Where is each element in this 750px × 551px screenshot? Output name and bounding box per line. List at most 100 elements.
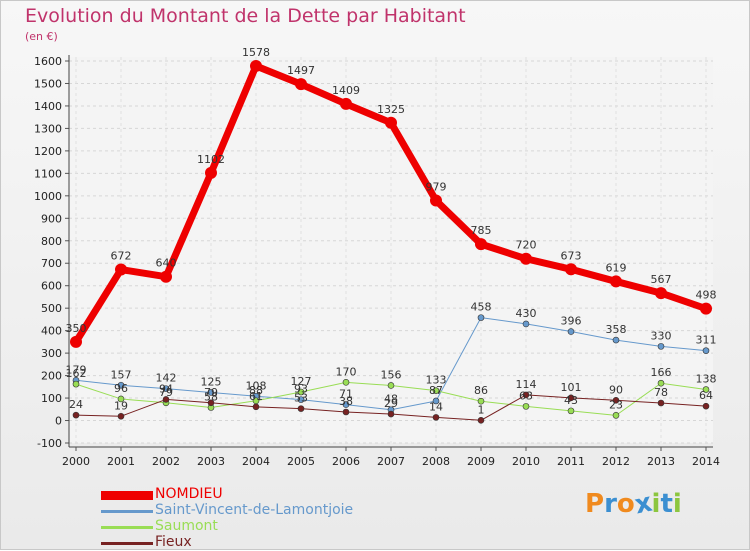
data-point — [340, 97, 352, 110]
data-label: 90 — [609, 383, 623, 396]
data-label: 38 — [339, 395, 353, 408]
data-label: 498 — [696, 289, 717, 302]
data-label: 79 — [159, 386, 173, 399]
data-point — [567, 407, 575, 415]
data-point — [252, 403, 260, 411]
y-tick-label: 700 — [41, 257, 62, 270]
legend-swatch — [101, 509, 153, 513]
data-label: 94 — [159, 382, 173, 395]
data-point — [297, 388, 305, 396]
data-label: 14 — [429, 400, 443, 413]
data-point — [342, 408, 350, 416]
data-point — [702, 347, 710, 354]
data-point — [477, 397, 485, 405]
data-label: 1 — [478, 403, 485, 416]
data-label: 23 — [609, 398, 623, 411]
y-tick-label: 1600 — [34, 55, 62, 68]
x-tick-label: 2012 — [602, 455, 630, 468]
data-label: 350 — [66, 322, 87, 335]
data-label: 101 — [561, 381, 582, 394]
data-point — [522, 403, 530, 410]
data-point — [387, 382, 395, 389]
data-point — [70, 335, 82, 348]
data-label: 979 — [426, 181, 447, 194]
data-point — [657, 343, 665, 350]
data-label: 619 — [606, 261, 627, 274]
y-tick-label: 1000 — [34, 190, 62, 203]
y-tick-label: 300 — [41, 347, 62, 360]
x-tick-label: 2008 — [422, 455, 450, 468]
y-tick-label: 100 — [41, 392, 62, 405]
chart-title: Evolution du Montant de la Dette par Hab… — [25, 5, 466, 27]
x-tick-label: 2005 — [287, 455, 315, 468]
data-point — [475, 238, 487, 251]
y-tick-label: 1200 — [34, 145, 62, 158]
x-tick-label: 2001 — [107, 455, 135, 468]
y-tick-label: 0 — [55, 415, 62, 428]
data-label: 720 — [516, 239, 537, 252]
data-point — [657, 399, 665, 407]
data-label: 142 — [156, 372, 177, 385]
data-label: 125 — [201, 375, 222, 388]
legend-swatch — [101, 490, 153, 500]
data-label: 179 — [66, 363, 87, 376]
data-point — [565, 263, 577, 276]
data-point — [432, 387, 440, 394]
y-tick-label: 500 — [41, 302, 62, 315]
x-tick-label: 2009 — [467, 455, 495, 468]
data-point — [117, 395, 125, 403]
data-point — [387, 410, 395, 418]
y-tick-label: 1100 — [34, 167, 62, 180]
data-label: 170 — [336, 365, 357, 378]
data-label: 24 — [69, 398, 83, 411]
y-tick-label: 600 — [41, 280, 62, 293]
data-label: 1578 — [242, 46, 270, 59]
data-point — [700, 302, 712, 315]
data-label: 114 — [516, 378, 537, 391]
data-point — [477, 314, 485, 321]
x-tick-label: 2002 — [152, 455, 180, 468]
legend-label: NOMDIEU — [155, 486, 223, 502]
data-point — [657, 379, 665, 387]
data-point — [477, 417, 485, 424]
data-label: 1325 — [377, 103, 405, 116]
data-point — [250, 59, 262, 72]
data-point — [160, 270, 172, 283]
data-point — [612, 397, 620, 404]
data-point — [297, 405, 305, 412]
data-label: 48 — [384, 393, 398, 406]
data-point — [117, 412, 125, 420]
data-label: 63 — [519, 389, 533, 402]
data-label: 53 — [294, 392, 308, 405]
data-label: 88 — [249, 384, 263, 397]
data-label: 58 — [204, 390, 218, 403]
data-label: 138 — [696, 373, 717, 386]
logo-letter: o — [616, 489, 635, 519]
data-label: 672 — [111, 250, 132, 263]
data-label: 311 — [696, 334, 717, 347]
data-point — [207, 399, 215, 407]
y-tick-label: 200 — [41, 370, 62, 383]
data-label: 61 — [249, 390, 263, 403]
data-point — [432, 414, 440, 421]
data-point — [432, 397, 440, 405]
legend-label: Saumont — [155, 518, 218, 534]
data-label: 330 — [651, 329, 672, 342]
data-point — [207, 389, 215, 396]
legend-swatch — [101, 541, 153, 545]
logo-letter: i — [651, 489, 661, 519]
data-label: 430 — [516, 307, 537, 320]
data-point — [430, 194, 442, 207]
data-label: 43 — [564, 394, 578, 407]
data-label: 64 — [699, 389, 713, 402]
data-point — [205, 166, 217, 179]
x-tick-label: 2013 — [647, 455, 675, 468]
chart-subtitle: (en €) — [25, 30, 58, 43]
data-point — [520, 252, 532, 265]
data-point — [385, 116, 397, 129]
data-label: 71 — [339, 388, 353, 401]
data-point — [612, 412, 620, 419]
data-point — [522, 391, 530, 399]
